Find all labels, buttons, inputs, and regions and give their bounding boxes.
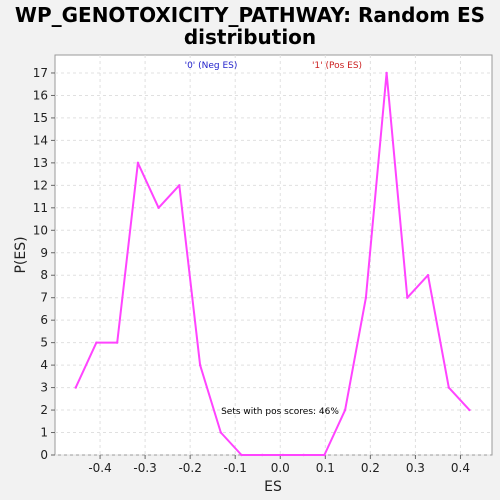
legend-pos-es: '1' (Pos ES): [312, 61, 362, 71]
y-tick-label: 0: [40, 448, 48, 462]
y-tick-label: 10: [33, 223, 48, 237]
x-tick-label: 0.4: [451, 461, 470, 475]
x-axis-label: ES: [264, 479, 282, 495]
legend-neg-es: '0' (Neg ES): [185, 61, 238, 71]
es-data-point: [302, 453, 305, 457]
pos-scores-annotation: Sets with pos scores: 46%: [221, 407, 339, 417]
y-tick-label: 3: [40, 381, 48, 395]
x-tick-label: -0.4: [88, 461, 111, 475]
x-tick-label: 0.2: [361, 461, 380, 475]
x-tick-label: -0.1: [223, 461, 246, 475]
es-data-point: [364, 296, 368, 299]
y-tick-label: 5: [40, 336, 48, 350]
es-data-point: [219, 431, 222, 434]
y-tick-label: 9: [40, 246, 48, 260]
es-data-point: [95, 341, 98, 344]
es-data-point: [468, 408, 471, 412]
y-tick-label: 13: [33, 156, 48, 170]
grid-lines: [55, 55, 492, 456]
es-data-point: [178, 184, 181, 187]
es-data-point: [240, 453, 243, 457]
y-tick-label: 8: [40, 268, 48, 282]
axis-ticks: -0.4 -0.3 -0.2 -0.1 0.0 0.1 0.2 0.3 0.4012345678…: [33, 66, 470, 475]
es-data-point: [136, 161, 140, 165]
y-tick-label: 4: [40, 358, 48, 372]
es-data-point: [343, 408, 347, 412]
plot-area: [54, 54, 493, 456]
y-tick-label: 14: [33, 133, 48, 147]
es-distribution-line: [74, 72, 471, 456]
es-data-point: [115, 341, 119, 344]
y-tick-label: 17: [33, 66, 48, 80]
x-tick-label: 0.0: [271, 461, 290, 475]
x-tick-label: -0.3: [133, 461, 156, 475]
y-tick-label: 15: [33, 111, 48, 125]
es-data-point: [281, 453, 285, 457]
chart-title-line-2: distribution: [184, 25, 316, 49]
es-data-point: [385, 71, 388, 75]
y-tick-label: 11: [33, 201, 48, 215]
es-data-point: [261, 453, 264, 457]
y-tick-label: 2: [40, 403, 48, 417]
y-tick-label: 7: [40, 291, 48, 305]
y-tick-label: 16: [33, 88, 48, 102]
y-tick-label: 1: [40, 426, 48, 440]
es-data-point: [447, 386, 450, 389]
es-data-point: [198, 363, 202, 367]
es-data-point: [406, 296, 409, 299]
chart-title-line-1: WP_GENOTOXICITY_PATHWAY: Random ES: [15, 3, 485, 27]
es-data-point: [323, 453, 326, 457]
x-tick-label: 0.3: [406, 461, 425, 475]
es-data-point: [74, 386, 77, 389]
y-tick-label: 6: [40, 313, 48, 327]
y-tick-label: 12: [33, 178, 48, 192]
x-tick-label: 0.1: [316, 461, 335, 475]
es-data-point: [157, 206, 160, 210]
x-tick-label: -0.2: [178, 461, 201, 475]
y-axis-label: P(ES): [13, 236, 29, 273]
series-layer: [74, 71, 471, 457]
es-data-point: [426, 274, 430, 277]
